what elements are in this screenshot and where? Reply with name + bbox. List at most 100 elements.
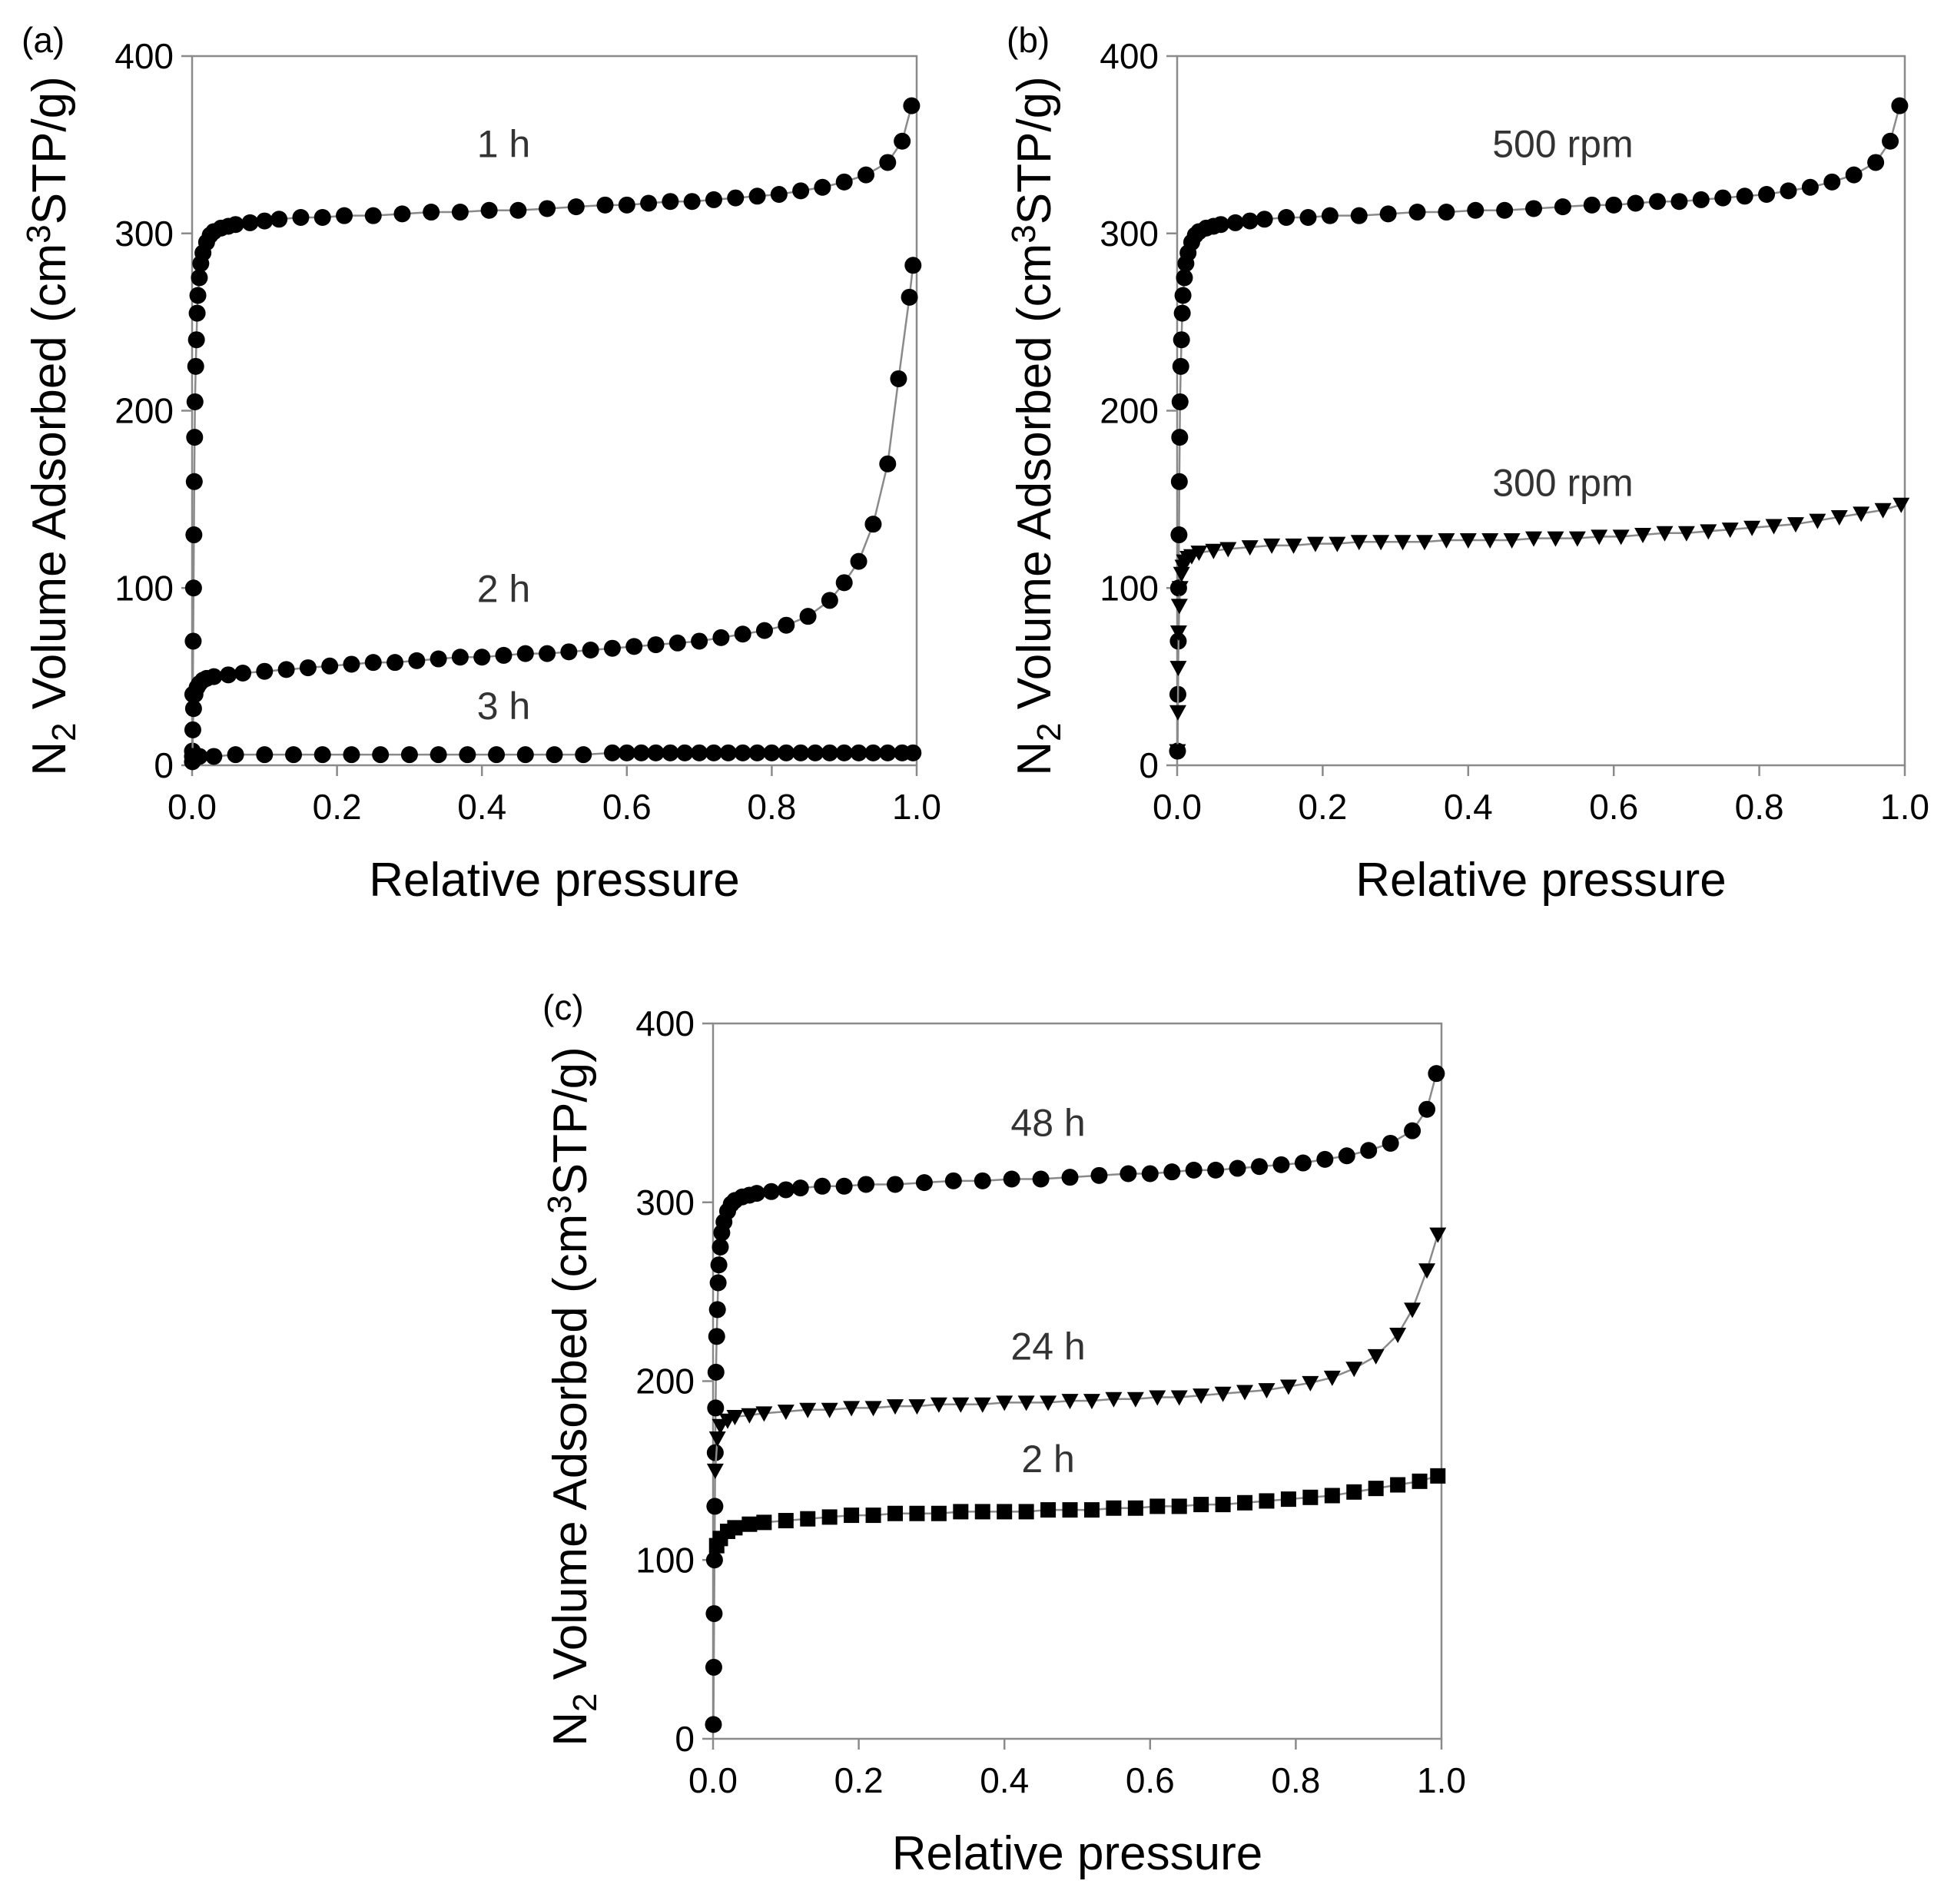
chart-b-series-0-point-23: [1256, 211, 1273, 228]
chart-a-series-2-point-19: [632, 744, 650, 761]
chart-a-series-1-label: 2 h: [477, 568, 531, 611]
chart-c-series-0-point-35: [1120, 1165, 1137, 1183]
chart-b-series-1-point-41: [1830, 509, 1848, 526]
chart-c-y-axis-title: N2 Volume Adsorbed (cm3STP/g): [541, 1047, 604, 1746]
chart-b-series-0-point-33: [1525, 200, 1543, 217]
chart-b-series-0-point-46: [1823, 173, 1841, 191]
chart-c-x-tick-label-5: 1.0: [1417, 1760, 1466, 1800]
chart-b-series-0-point-10: [1173, 304, 1191, 322]
chart-c-series-1-point-22: [1105, 1392, 1123, 1408]
chart-a-series-2-point-34: [850, 744, 868, 761]
chart-a-series-2-point-17: [603, 744, 621, 761]
chart-c-series-1-point-16: [974, 1397, 991, 1413]
chart-b-series-0-point-26: [1321, 207, 1339, 224]
chart-b-series-0-point-41: [1714, 189, 1732, 207]
chart-c-series-0-point-40: [1229, 1159, 1246, 1177]
chart-c-series-0-point-30: [974, 1172, 991, 1189]
chart-a-series-0-point-29: [423, 204, 440, 221]
chart-a-series-0-point-48: [879, 154, 897, 171]
chart-c: 0 100 200 300 400 0.0 0.2 0.4 0.6 0.8 1.0 Relative …: [541, 987, 1466, 1880]
chart-b-series-1-point-20: [1372, 535, 1390, 551]
chart-a-series-1-point-40: [864, 516, 882, 533]
chart-b-y-title-prefix: N: [1008, 741, 1061, 776]
chart-a-series-2-point-12: [459, 746, 476, 764]
chart-b-y-title-sub: 2: [1030, 722, 1068, 741]
chart-b-series-1-point-22: [1415, 535, 1433, 551]
chart-b-series-1-point-39: [1786, 517, 1804, 533]
chart-a-series-0-point-28: [393, 205, 411, 223]
chart-a-series-0-point-35: [596, 196, 614, 214]
chart-c-series-2-point-20: [1083, 1502, 1100, 1518]
chart-c-series-0-point-49: [1418, 1100, 1436, 1118]
chart-b-series-0-point-35: [1583, 196, 1601, 214]
chart-c-series-2-point-31: [1324, 1488, 1340, 1504]
chart-c-series-0-point-27: [887, 1176, 904, 1193]
chart-c-x-tick-label-2: 0.4: [980, 1760, 1029, 1800]
chart-c-series-2-point-23: [1149, 1498, 1166, 1514]
chart-b-series-0-point-21: [1226, 214, 1244, 231]
chart-c-series-2-point-19: [1062, 1502, 1078, 1518]
chart-a-series-1-point-25: [560, 643, 578, 661]
chart-c-series-2-point-14: [953, 1504, 969, 1520]
chart-a-series-2-point-20: [647, 744, 665, 761]
chart-a-series-1-point-35: [778, 616, 795, 634]
chart-a-series-1-point-42: [890, 370, 907, 387]
chart-b-series-1-point-42: [1853, 506, 1870, 522]
chart-c-series-1-point-29: [1258, 1383, 1276, 1399]
chart-c-series-0-point-39: [1207, 1161, 1225, 1179]
chart-b-series-0-point-42: [1736, 187, 1753, 205]
chart-c-series-0-point-6: [707, 1399, 725, 1417]
chart-c-series-0-point-48: [1404, 1122, 1422, 1139]
chart-b-x-tick-label-0: 0.0: [1153, 787, 1202, 827]
chart-a-series-1-point-26: [582, 642, 599, 659]
chart-a-series-1-point-28: [625, 638, 643, 655]
chart-a-series-0-point-31: [480, 201, 498, 219]
chart-a-series-1-point-11: [256, 662, 274, 680]
chart-c-series-1-point-15: [952, 1397, 970, 1413]
chart-a-series-1-point-16: [364, 654, 382, 672]
chart-c-y-tick-label-2: 200: [635, 1362, 695, 1401]
chart-b-series-0-point-44: [1780, 182, 1797, 200]
chart-b-series-0-point-6: [1171, 429, 1189, 446]
chart-a-series-0-point-32: [509, 201, 527, 219]
chart-a-series-2-point-10: [400, 746, 418, 764]
chart-c-y-tick-label-0: 0: [675, 1719, 695, 1759]
chart-b-series-1-point-19: [1350, 535, 1368, 551]
chart-a-series-1-point-8: [205, 668, 223, 685]
chart-a-series-2-point-28: [763, 744, 781, 761]
chart-b-series-1-point-27: [1525, 531, 1543, 547]
chart-c-series-2-label: 2 h: [1021, 1438, 1075, 1481]
chart-c-series-2-point-33: [1368, 1481, 1384, 1497]
chart-a-series-0-point-30: [451, 204, 469, 221]
chart-a-series-1-point-43: [901, 288, 918, 306]
chart-a-x-axis-title: Relative pressure: [369, 854, 739, 907]
chart-a-y-title-middle: Volume Adsorbed (cm: [23, 244, 76, 723]
chart-c-series-1-point-37: [1418, 1263, 1436, 1279]
chart-b-y-title-sup: 3: [1005, 224, 1043, 243]
chart-b-series-1-point-32: [1634, 528, 1652, 544]
chart-c-y-title-sub: 2: [566, 1693, 604, 1711]
chart-c-series-1-point-35: [1389, 1327, 1407, 1343]
chart-b-series-0-point-8: [1172, 357, 1189, 375]
chart-a-series-1-point-44: [904, 257, 922, 274]
chart-c-series-0-point-23: [791, 1179, 809, 1197]
chart-b: 0 100 200 300 400 0.0 0.2 0.4 0.6 0.8 1.0 Relative …: [1005, 20, 1929, 907]
chart-a-series-2-point-4: [227, 746, 244, 764]
chart-a: 0 100 200 300 400 0.0 0.2 0.4 0.6 0.8 1.0 Relative …: [20, 20, 941, 907]
chart-a-series-0-point-24: [292, 208, 310, 226]
chart-a-series-1-point-17: [386, 654, 404, 672]
chart-c-series-2-point-12: [909, 1505, 925, 1521]
chart-a-series-0-point-39: [683, 193, 701, 211]
chart-a-series-1-point-18: [408, 652, 426, 669]
chart-c-series-1-point-12: [887, 1399, 904, 1415]
chart-c-series-1-point-7: [777, 1405, 795, 1421]
chart-a-series-1-point-29: [647, 636, 665, 654]
chart-b-series-1-point-1: [1169, 705, 1186, 721]
chart-a-series-0-point-50: [903, 97, 921, 114]
chart-c-y-title-middle: Volume Adsorbed (cm: [544, 1214, 597, 1693]
chart-a-x-tick-label-3: 0.6: [602, 787, 652, 827]
chart-b-series-1-point-2: [1169, 661, 1187, 677]
chart-c-series-1-point-38: [1429, 1227, 1447, 1243]
chart-a-series-2-point-2: [191, 748, 208, 765]
chart-a-series-1: 2 h: [184, 257, 922, 765]
